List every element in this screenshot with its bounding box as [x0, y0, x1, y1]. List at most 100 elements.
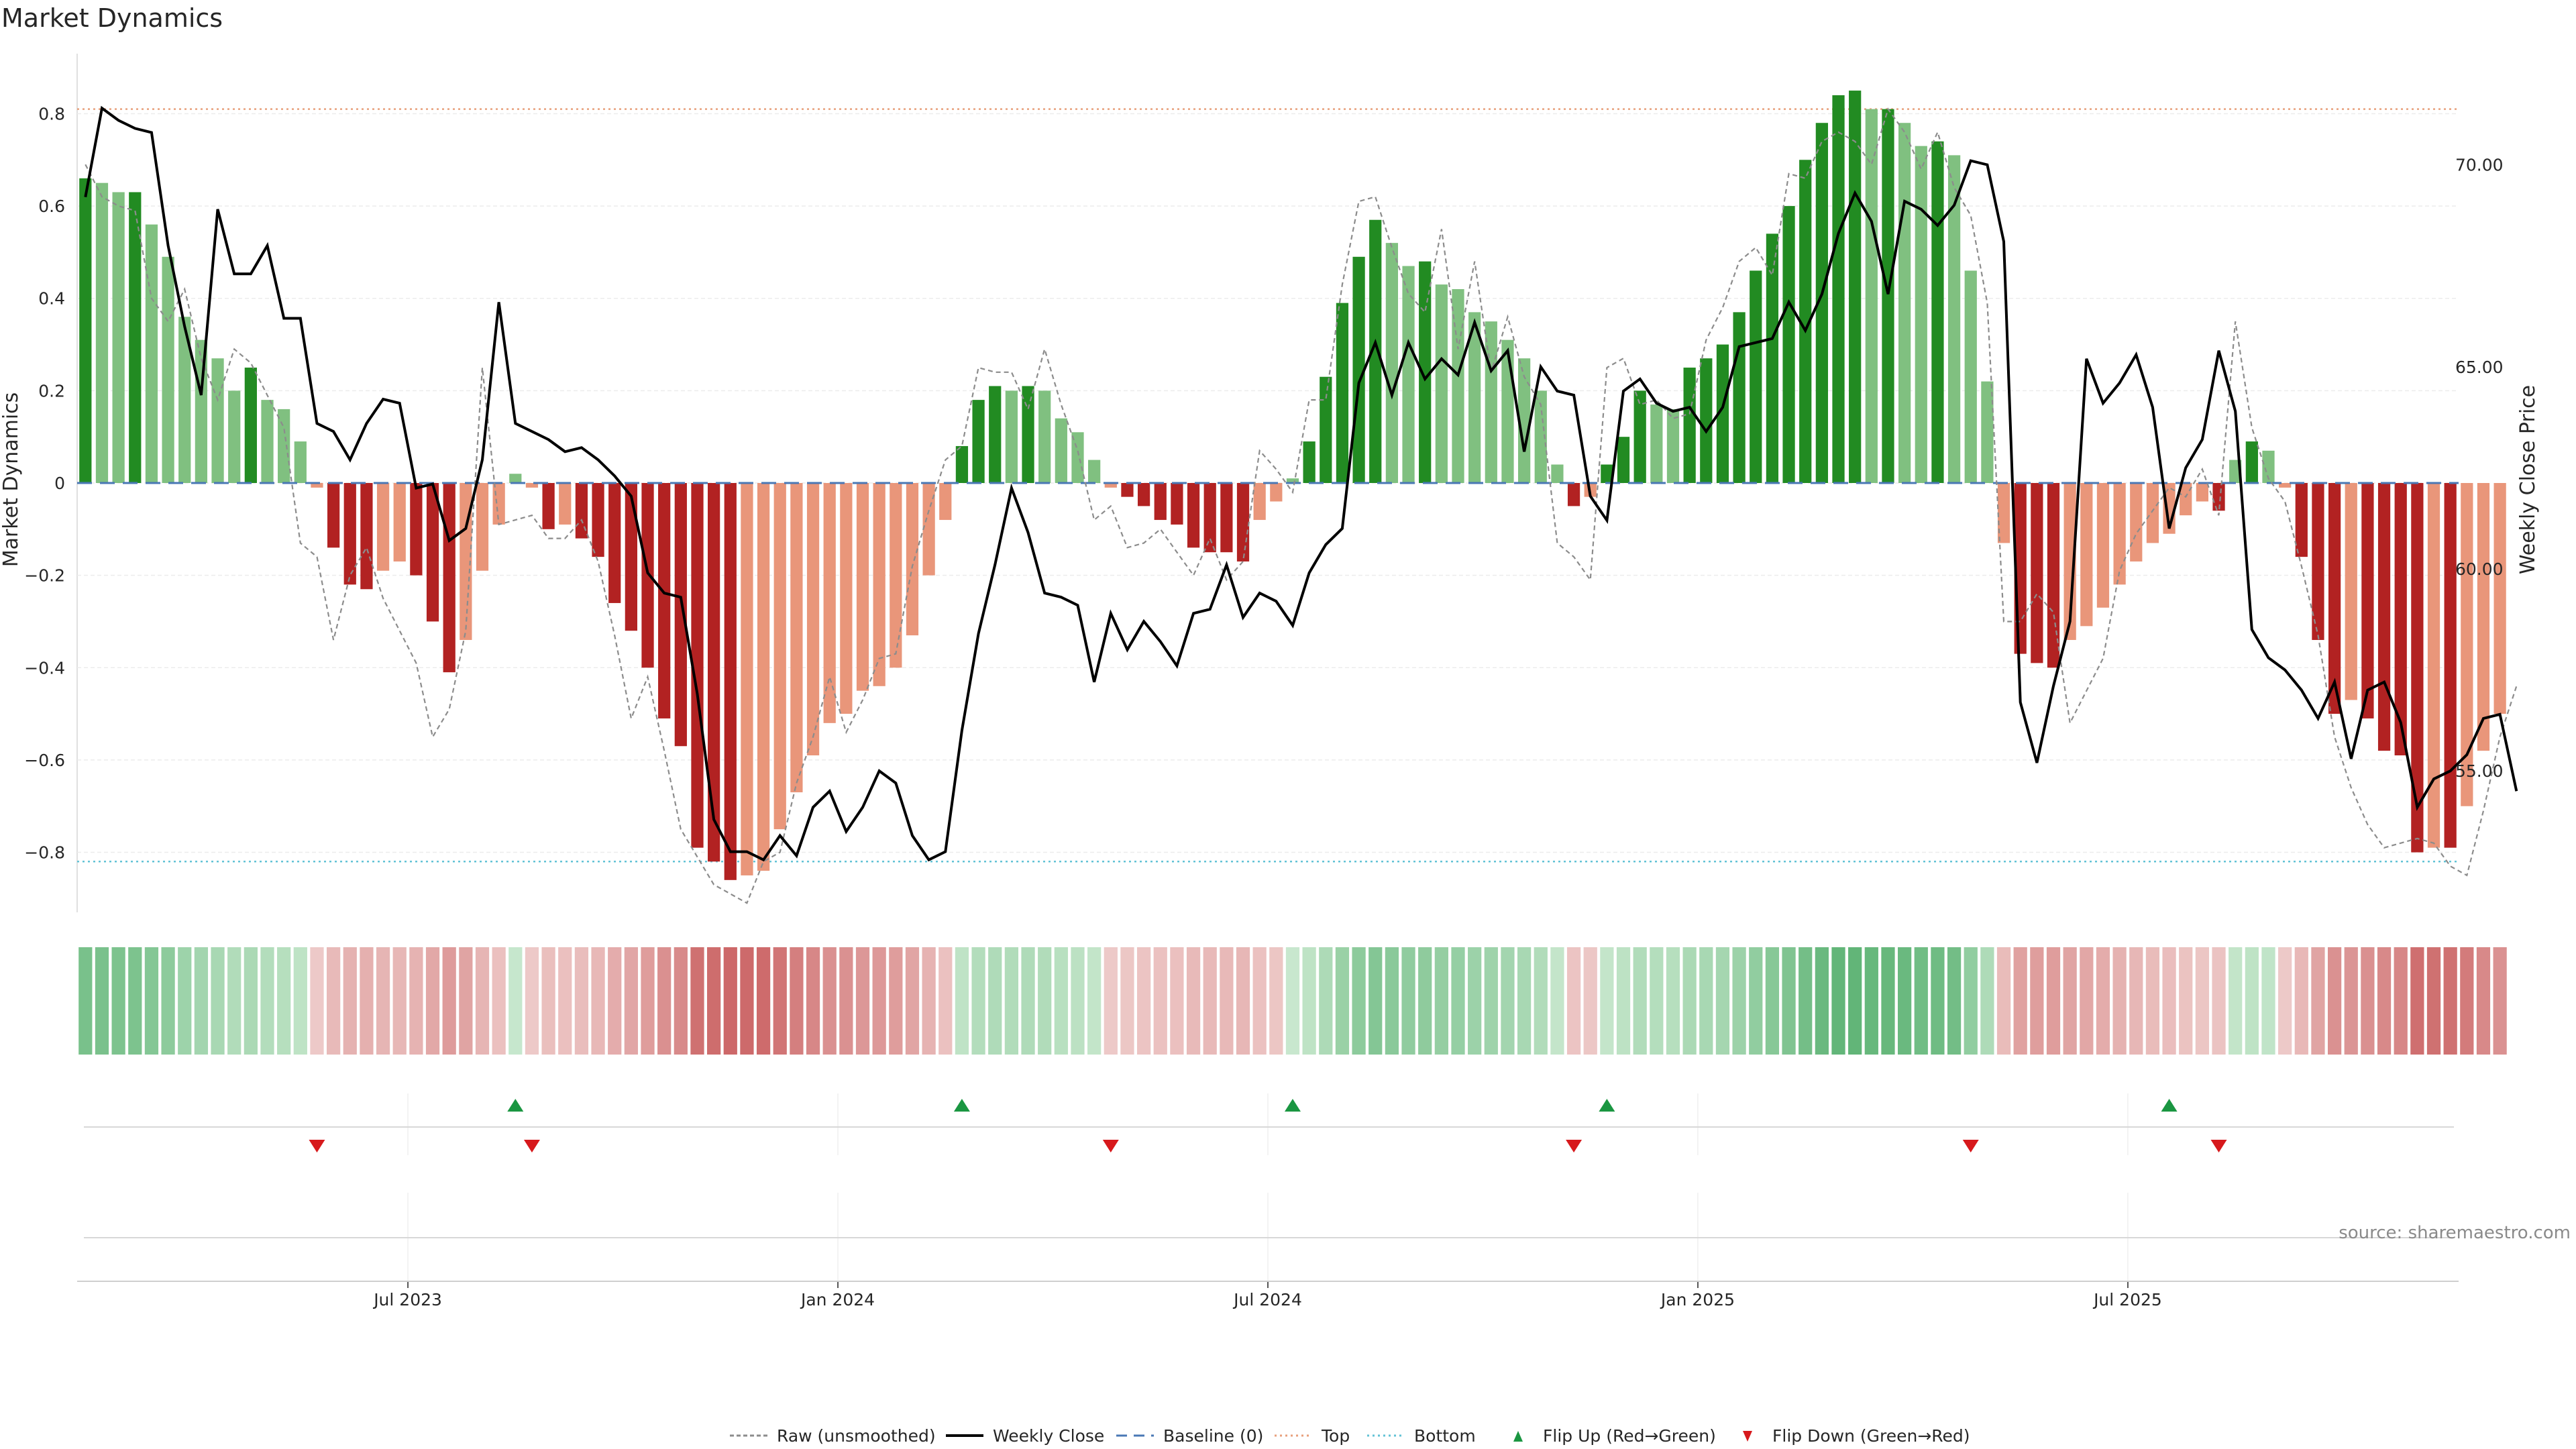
- bar: [1236, 483, 1250, 561]
- legend: Raw (unsmoothed) Weekly Close Baseline (0)…: [730, 1426, 1970, 1446]
- strip-cell: [1699, 947, 1713, 1055]
- strip-cell: [409, 947, 423, 1055]
- legend-label: Flip Up (Red→Green): [1543, 1426, 1716, 1446]
- raw-line: [85, 107, 2518, 904]
- strip-cell: [541, 947, 555, 1055]
- bar: [1171, 483, 1183, 525]
- bar: [1666, 409, 1680, 483]
- bar: [1534, 390, 1547, 483]
- strip-cell: [1220, 947, 1234, 1055]
- weekly-close-line: [84, 105, 2518, 862]
- strip-cell: [1616, 947, 1631, 1055]
- strip-cell: [2311, 947, 2325, 1055]
- bar: [311, 483, 323, 488]
- legend-label: Flip Down (Green→Red): [1772, 1426, 1970, 1446]
- strip-cell: [1186, 947, 1201, 1055]
- bar: [509, 474, 522, 483]
- strip-cell: [1765, 947, 1780, 1055]
- strip-cell: [2112, 947, 2127, 1055]
- bar: [1220, 483, 1233, 553]
- bar: [162, 256, 174, 483]
- bar: [1187, 483, 1200, 548]
- strip-cell: [2245, 947, 2259, 1055]
- legend-label: Weekly Close: [993, 1426, 1104, 1446]
- bar: [79, 178, 92, 483]
- right-axis: 70.00 65.00 60.00 55.00: [2455, 156, 2504, 782]
- bar: [1517, 358, 1531, 483]
- bar: [2461, 483, 2473, 806]
- strip-cell: [260, 947, 274, 1055]
- strip-cell: [475, 947, 490, 1055]
- bar: [1385, 243, 1399, 483]
- bar: [1750, 270, 1762, 483]
- strip-cell: [624, 947, 638, 1055]
- strip-cell: [1352, 947, 1366, 1055]
- flip-up-marker: [1599, 1099, 1615, 1112]
- strip-cell: [1566, 947, 1581, 1055]
- bar: [1617, 437, 1630, 483]
- bar: [691, 483, 704, 848]
- strip-cell: [144, 947, 159, 1055]
- bar: [112, 192, 125, 483]
- strip-cell: [1120, 947, 1134, 1055]
- bar: [376, 483, 390, 571]
- strip-cell: [161, 947, 175, 1055]
- strip-cell: [194, 947, 209, 1055]
- bar: [955, 445, 969, 483]
- flip-down-marker: [1962, 1140, 1979, 1152]
- bar: [608, 483, 621, 603]
- bar: [2262, 450, 2275, 483]
- bar: [1402, 266, 1415, 483]
- flip-down-marker: [2210, 1140, 2227, 1152]
- bar: [823, 483, 836, 723]
- bar: [625, 483, 637, 631]
- strip-cell: [2394, 947, 2408, 1055]
- bar: [1716, 344, 1729, 483]
- strip-cell: [277, 947, 291, 1055]
- bar: [1320, 376, 1332, 483]
- x-tick-label: Jul 2023: [372, 1290, 442, 1309]
- strip-cell: [2361, 947, 2375, 1055]
- flip-up-marker: [2161, 1099, 2178, 1112]
- bar-series: [79, 91, 2506, 880]
- strip-cell: [1285, 947, 1300, 1055]
- left-tick-label: −0.4: [24, 658, 65, 678]
- strip-cell: [2162, 947, 2176, 1055]
- bar: [410, 483, 423, 576]
- strip-cell: [674, 947, 688, 1055]
- strip-cell: [1451, 947, 1465, 1055]
- bar: [278, 409, 290, 483]
- bar: [2212, 483, 2225, 511]
- strip-cell: [1136, 947, 1151, 1055]
- bar: [2377, 483, 2391, 751]
- bar: [1088, 460, 1101, 483]
- strip-cell: [641, 947, 655, 1055]
- flip-up-marker: [1284, 1099, 1301, 1112]
- x-axis: Jul 2023 Jan 2024 Jul 2024 Jan 2025 Jul 2025: [77, 1093, 2459, 1309]
- bar: [2394, 483, 2407, 756]
- strip-cell: [608, 947, 622, 1055]
- strip-cell: [1682, 947, 1697, 1055]
- bar: [1815, 123, 1828, 483]
- strip-cell: [657, 947, 672, 1055]
- strip-cell: [1153, 947, 1167, 1055]
- strip-cell: [773, 947, 787, 1055]
- bar: [1650, 405, 1663, 483]
- bar: [1501, 339, 1514, 483]
- strip-cell: [2046, 947, 2061, 1055]
- strip-cell: [1434, 947, 1448, 1055]
- strip-cell: [1864, 947, 1878, 1055]
- bar: [840, 483, 853, 714]
- bar: [228, 390, 241, 483]
- strip-cell: [376, 947, 390, 1055]
- strip-cell: [492, 947, 506, 1055]
- strip-cell: [1600, 947, 1614, 1055]
- strip-cell: [2030, 947, 2044, 1055]
- strip-cell: [525, 947, 539, 1055]
- strip-cell: [1302, 947, 1316, 1055]
- source-note: source: sharemaestro.com: [2339, 1223, 2571, 1243]
- bar: [1055, 418, 1067, 483]
- bar: [641, 483, 654, 668]
- strip-cell: [2377, 947, 2392, 1055]
